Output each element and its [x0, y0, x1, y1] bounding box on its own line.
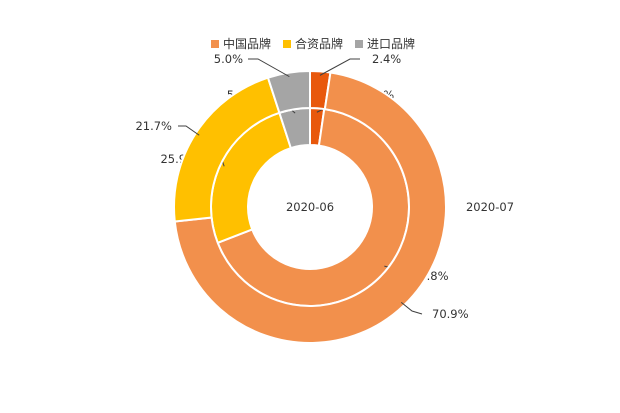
- legend-swatch: [355, 39, 364, 48]
- legend-item-china-brand[interactable]: 中国品牌: [211, 35, 271, 52]
- legend-item-import-brand[interactable]: 进口品牌: [355, 35, 415, 52]
- legend-label: 中国品牌: [223, 37, 272, 51]
- legend-label: 进口品牌: [367, 37, 416, 51]
- outer-ring-slice-1[interactable]: [173, 71, 447, 344]
- legend-swatch: [283, 39, 292, 48]
- legend-item-joint-venture-brand[interactable]: 合资品牌: [283, 35, 343, 52]
- outer-leader-line-3: [248, 58, 290, 78]
- legend-label: 合资品牌: [295, 37, 344, 51]
- inner-ring-name: 2020-06: [286, 200, 334, 214]
- legend-swatch: [211, 39, 219, 48]
- outer-data-label-1: 70.9%: [432, 307, 469, 321]
- outer-data-label-0: 2.4%: [372, 52, 401, 66]
- outer-leader-line-2: [178, 125, 200, 136]
- legend: 中国品牌 合资品牌 进口品牌: [211, 35, 415, 52]
- outer-data-label-3: 5.0%: [214, 52, 243, 66]
- outer-ring-slice-3[interactable]: [266, 69, 311, 115]
- outer-data-label-2: 21.7%: [135, 119, 172, 133]
- outer-ring-name: 2020-07: [466, 200, 514, 214]
- outer-leader-line-1: [400, 301, 423, 315]
- outer-leader-line-0: [319, 58, 360, 76]
